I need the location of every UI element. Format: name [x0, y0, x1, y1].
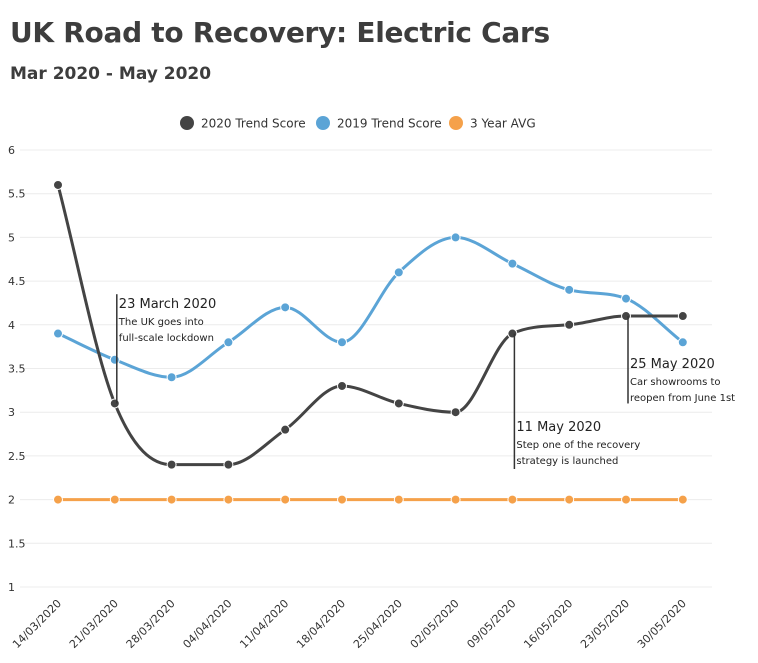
annotation: 25 May 2020 Car showrooms to reopen from J…	[627, 316, 735, 404]
series-2020-point[interactable]	[109, 398, 120, 409]
series-2019-point[interactable]	[223, 337, 234, 348]
series-2020-point[interactable]	[677, 311, 688, 322]
x-tick-label: 14/03/2020	[10, 597, 64, 651]
y-axis: 1 1.5 2 2.5 3 3.5 4 4.5 5 5.5 6	[8, 144, 26, 594]
series-2019-point[interactable]	[53, 328, 63, 339]
grid-lines	[20, 149, 712, 588]
series-3yr-avg-point[interactable]	[677, 494, 688, 505]
annotations: 23 March 2020 The UK goes into full-scale …	[116, 294, 735, 470]
annotation-text: Car showrooms to	[630, 377, 721, 388]
annotation-title: 11 May 2020	[516, 420, 601, 435]
series-2019-point[interactable]	[337, 337, 347, 348]
series-2020-point[interactable]	[53, 179, 63, 190]
series-2020-point[interactable]	[223, 459, 234, 470]
series-2019-point[interactable]	[450, 232, 461, 243]
series-2020-point[interactable]	[564, 319, 575, 330]
series-2020-point[interactable]	[166, 459, 177, 470]
series-3yr-avg-point[interactable]	[223, 494, 234, 505]
series-3yr-avg-point[interactable]	[280, 494, 291, 505]
legend-marker	[180, 116, 194, 130]
series-2019-point[interactable]	[677, 337, 688, 348]
annotation-text: The UK goes into	[118, 317, 204, 328]
annotation-text: reopen from June 1st	[630, 393, 735, 404]
annotation: 11 May 2020 Step one of the recovery strat…	[513, 333, 640, 470]
y-tick-label: 2	[8, 494, 15, 507]
annotation-text: full-scale lockdown	[119, 333, 214, 344]
legend-marker	[449, 116, 463, 130]
series-lines	[53, 179, 688, 505]
series-2019-point[interactable]	[564, 284, 575, 295]
series-3yr-avg-point[interactable]	[564, 494, 575, 505]
x-tick-label: 23/05/2020	[578, 597, 632, 651]
y-tick-label: 5.5	[8, 188, 26, 201]
legend-marker	[316, 116, 330, 130]
series-2019-point[interactable]	[507, 258, 518, 269]
y-tick-label: 1	[8, 581, 15, 594]
legend-label: 2020 Trend Score	[201, 117, 306, 131]
series-3yr-avg-point[interactable]	[507, 494, 518, 505]
series-3yr-avg-point[interactable]	[393, 494, 404, 505]
x-tick-label: 28/03/2020	[124, 597, 178, 651]
chart-subtitle: Mar 2020 - May 2020	[10, 64, 212, 84]
x-tick-label: 30/05/2020	[635, 597, 689, 651]
series-2019-point[interactable]	[621, 293, 631, 304]
y-tick-label: 3	[8, 406, 15, 419]
y-tick-label: 4.5	[8, 275, 26, 288]
series-2020-point[interactable]	[450, 407, 461, 418]
y-tick-label: 4	[8, 319, 15, 332]
series-2020-point[interactable]	[280, 424, 291, 435]
x-tick-label: 21/03/2020	[67, 597, 121, 651]
legend-label: 3 Year AVG	[470, 117, 536, 131]
legend: 2020 Trend Score 2019 Trend Score 3 Year A…	[180, 116, 536, 131]
annotation-text: strategy is launched	[516, 456, 618, 467]
annotation-title: 23 March 2020	[119, 297, 217, 312]
series-2020	[53, 179, 688, 470]
series-2020-point[interactable]	[337, 380, 347, 391]
legend-item-3yr-avg[interactable]: 3 Year AVG	[449, 116, 536, 131]
x-tick-label: 04/04/2020	[180, 597, 234, 651]
x-axis: 14/03/2020 21/03/2020 28/03/2020 04/04/2020…	[10, 597, 689, 651]
chart-title: UK Road to Recovery: Electric Cars	[10, 16, 550, 49]
annotation: 23 March 2020 The UK goes into full-scale …	[116, 294, 217, 404]
x-tick-label: 25/04/2020	[351, 597, 405, 651]
legend-item-2020[interactable]: 2020 Trend Score	[180, 116, 306, 131]
annotation-text: Step one of the recovery	[516, 440, 640, 451]
series-3yr-avg-point[interactable]	[450, 494, 461, 505]
y-tick-label: 2.5	[8, 450, 26, 463]
series-3yr-avg-point[interactable]	[109, 494, 120, 505]
x-tick-label: 02/05/2020	[408, 597, 462, 651]
series-2019-point[interactable]	[393, 267, 404, 278]
series-2019	[53, 232, 688, 383]
x-tick-label: 09/05/2020	[464, 597, 518, 651]
x-tick-label: 18/04/2020	[294, 597, 348, 651]
legend-item-2019[interactable]: 2019 Trend Score	[316, 116, 442, 131]
series-2020-point[interactable]	[621, 311, 631, 322]
series-2020-point[interactable]	[393, 398, 404, 409]
x-tick-label: 11/04/2020	[237, 597, 291, 651]
y-tick-label: 3.5	[8, 363, 26, 376]
y-tick-label: 1.5	[8, 537, 26, 550]
y-tick-label: 6	[8, 144, 15, 157]
series-2019-point[interactable]	[166, 372, 177, 383]
series-2020-point[interactable]	[507, 328, 518, 339]
series-3yr-avg-point[interactable]	[621, 494, 631, 505]
legend-label: 2019 Trend Score	[337, 117, 442, 131]
series-2019-point[interactable]	[280, 302, 291, 313]
series-3yr-avg-point[interactable]	[337, 494, 347, 505]
series-3yr-avg-point[interactable]	[53, 494, 63, 505]
series-3yr-avg-point[interactable]	[166, 494, 177, 505]
series-2019-point[interactable]	[109, 354, 120, 365]
series-3yr-avg	[53, 494, 688, 505]
x-tick-label: 16/05/2020	[521, 597, 575, 651]
annotation-title: 25 May 2020	[630, 357, 715, 372]
y-tick-label: 5	[8, 231, 15, 244]
